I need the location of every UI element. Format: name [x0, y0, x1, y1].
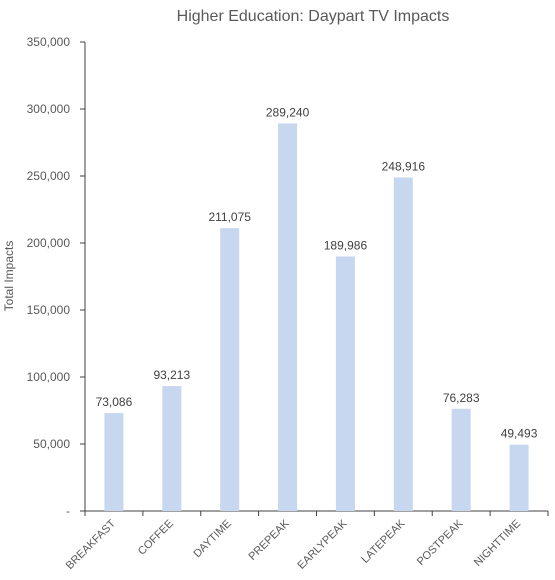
plot-area: - 50,000 100,000 150,000 200,000 250,000 300,0…: [27, 35, 549, 572]
bar: [104, 413, 124, 511]
y-axis-label: Total Impacts: [2, 241, 16, 312]
x-tick-label: LATEPEAK: [359, 517, 408, 566]
bar: [509, 444, 529, 511]
x-tick-label: BREAKFAST: [64, 517, 119, 572]
x-tick-label: POSTPEAK: [415, 517, 466, 568]
y-tick-label: -: [66, 504, 70, 518]
bar: [278, 123, 298, 512]
data-label: 49,493: [501, 427, 538, 441]
y-tick-label: 150,000: [27, 303, 71, 317]
x-tick-label: EARLYPEAK: [295, 517, 350, 572]
x-tick-label: DAYTIME: [191, 518, 233, 560]
bar: [220, 228, 240, 512]
bar: [451, 408, 471, 511]
chart-title: Higher Education: Daypart TV Impacts: [177, 8, 450, 25]
bar: [335, 256, 355, 511]
bar: [393, 177, 413, 511]
y-tick-label: 200,000: [27, 236, 71, 250]
y-tick-label: 100,000: [27, 370, 71, 384]
data-label: 211,075: [208, 210, 251, 224]
data-label: 189,986: [324, 238, 368, 252]
data-label: 289,240: [266, 105, 310, 119]
data-label: 73,086: [96, 395, 133, 409]
x-tick-label: NIGHTTIME: [472, 518, 523, 569]
y-tick-label: 300,000: [27, 102, 71, 116]
y-tick-label: 350,000: [27, 35, 71, 49]
bar: [162, 386, 182, 511]
y-tick-label: 50,000: [33, 437, 70, 451]
data-label: 248,916: [382, 159, 426, 173]
y-tick-label: 250,000: [27, 169, 71, 183]
data-label: 76,283: [443, 391, 480, 405]
x-tick-label: PREPEAK: [246, 517, 292, 563]
x-tick-label: COFFEE: [136, 518, 176, 558]
data-label: 93,213: [153, 368, 190, 382]
